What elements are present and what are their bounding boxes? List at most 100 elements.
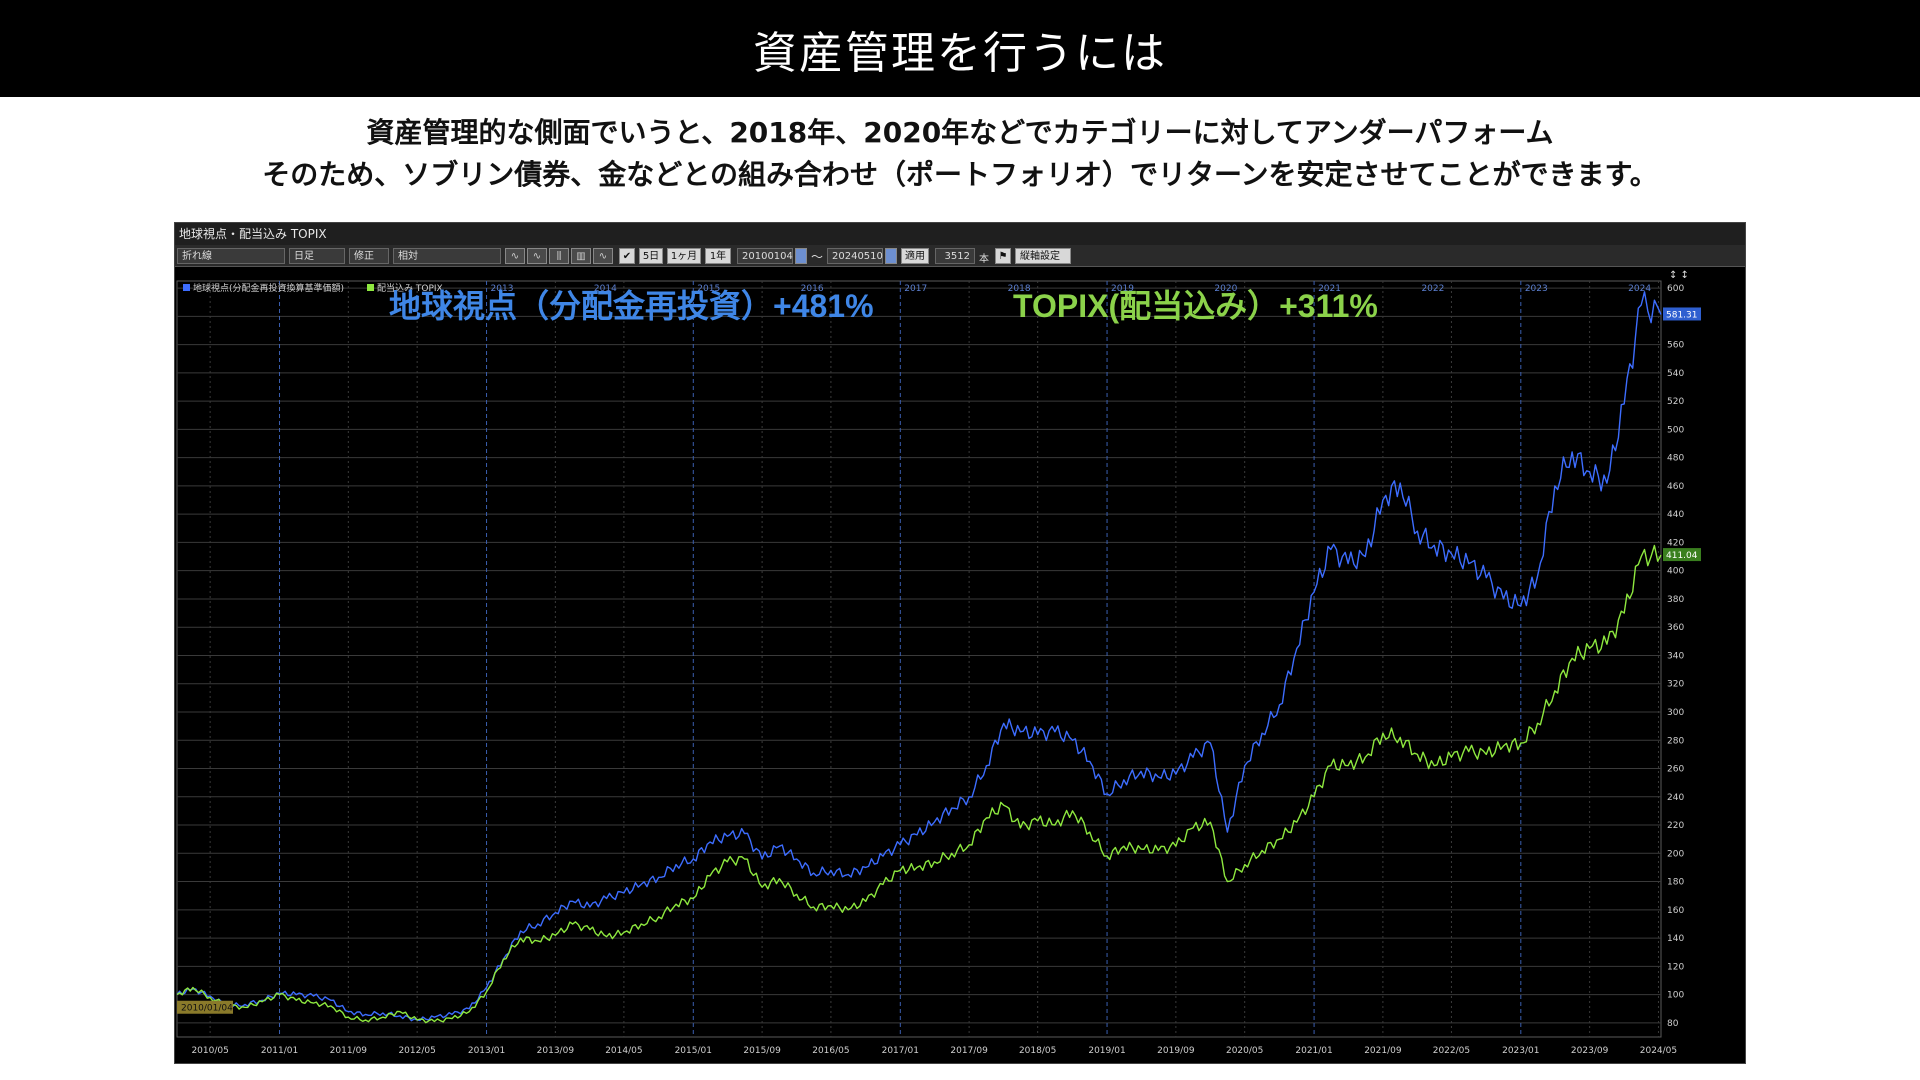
fund-return-annotation: 地球視点（分配金再投資）+481% bbox=[389, 288, 874, 324]
chart-style-select[interactable]: 折れ線 bbox=[177, 248, 285, 264]
bar-count-field[interactable]: 3512 bbox=[935, 248, 975, 264]
candlestick-icon[interactable]: ⫼ bbox=[549, 248, 569, 264]
year-tick-label: 2023 bbox=[1525, 284, 1548, 294]
y-tick-label: 200 bbox=[1667, 849, 1684, 859]
year-tick-label: 2024 bbox=[1628, 284, 1651, 294]
year-tick-label: 2016 bbox=[801, 284, 824, 294]
preset-1m-button[interactable]: 1ヶ月 bbox=[667, 248, 701, 264]
x-tick-label: 2012/05 bbox=[398, 1046, 435, 1056]
x-tick-label: 2011/01 bbox=[261, 1046, 298, 1056]
y-tick-label: 260 bbox=[1667, 765, 1684, 775]
fund-series-line bbox=[176, 291, 1662, 1022]
y-tick-label: 100 bbox=[1667, 991, 1684, 1001]
line-chart-alt-icon[interactable]: ∿ bbox=[527, 248, 547, 264]
x-tick-label: 2021/01 bbox=[1295, 1046, 1332, 1056]
year-tick-label: 2019 bbox=[1111, 284, 1134, 294]
apply-button[interactable]: 適用 bbox=[901, 248, 929, 264]
slide-title: 資産管理を行うには bbox=[0, 0, 1920, 97]
y-tick-label: 560 bbox=[1667, 341, 1684, 351]
y-tick-label: 240 bbox=[1667, 793, 1684, 803]
chart-toolbar: 折れ線 日足 修正 相対 ∿ ∿ ⫼ ▥ ∿ ✔ 5日 1ヶ月 1年 20100… bbox=[175, 245, 1745, 267]
preset-1y-button[interactable]: 1年 bbox=[705, 248, 731, 264]
y-tick-label: 280 bbox=[1667, 736, 1684, 746]
x-tick-label: 2018/05 bbox=[1019, 1046, 1056, 1056]
year-tick-label: 2021 bbox=[1318, 284, 1341, 294]
start-date-marker-text: 2010/01/04 bbox=[181, 1004, 233, 1014]
y-tick-label: 120 bbox=[1667, 962, 1684, 972]
start-date-marker-box bbox=[177, 1000, 233, 1014]
scale-select[interactable]: 相対 bbox=[393, 248, 501, 264]
x-tick-label: 2023/01 bbox=[1502, 1046, 1539, 1056]
x-tick-label: 2019/01 bbox=[1088, 1046, 1125, 1056]
x-tick-label: 2015/09 bbox=[743, 1046, 781, 1056]
date-range-tilde: 〜 bbox=[811, 250, 824, 264]
y-tick-label: 400 bbox=[1667, 567, 1684, 577]
topix-last-value-tag: 411.04 bbox=[1663, 548, 1701, 562]
y-tick-label: 220 bbox=[1667, 821, 1684, 831]
description-line-2: そのため、ソブリン債券、金などとの組み合わせ（ポートフォリオ）でリターンを安定さ… bbox=[262, 158, 1658, 191]
end-date-field[interactable]: 20240510 bbox=[827, 248, 883, 264]
y-tick-label: 160 bbox=[1667, 906, 1684, 916]
x-tick-label: 2013/09 bbox=[537, 1046, 575, 1056]
bar-unit-label: 本 bbox=[979, 254, 989, 265]
y-tick-label: 380 bbox=[1667, 595, 1684, 605]
description-line-1: 資産管理的な側面でいうと、2018年、2020年などでカテゴリーに対してアンダー… bbox=[366, 116, 1554, 149]
start-date-marker: 2010/01/04 bbox=[177, 1000, 233, 1014]
fund-last-value-text: 581.31 bbox=[1666, 310, 1698, 320]
x-tick-label: 2014/05 bbox=[605, 1046, 642, 1056]
y-tick-label: 180 bbox=[1667, 878, 1684, 888]
year-tick-label: 2015 bbox=[697, 284, 720, 294]
axis-settings-button[interactable]: 縦軸設定 bbox=[1015, 248, 1071, 264]
x-tick-label: 2020/05 bbox=[1226, 1046, 1263, 1056]
y-tick-label: 540 bbox=[1667, 369, 1684, 379]
y-tick-label: 320 bbox=[1667, 680, 1684, 690]
y-tick-label: 480 bbox=[1667, 454, 1684, 464]
y-tick-label: 520 bbox=[1667, 397, 1684, 407]
line-chart-icon[interactable]: ∿ bbox=[505, 248, 525, 264]
y-tick-label: 300 bbox=[1667, 708, 1684, 718]
start-calendar-icon[interactable] bbox=[795, 248, 807, 264]
period-type-select[interactable]: 日足 bbox=[289, 248, 345, 264]
preset-5d-button[interactable]: 5日 bbox=[639, 248, 663, 264]
chart-window: 地球視点・配当込み TOPIX 折れ線 日足 修正 相対 ∿ ∿ ⫼ ▥ ∿ ✔… bbox=[174, 222, 1746, 1064]
x-tick-label: 2010/05 bbox=[191, 1046, 228, 1056]
slide-description: 資産管理的な側面でいうと、2018年、2020年などでカテゴリーに対してアンダー… bbox=[0, 112, 1920, 196]
y-tick-label: 360 bbox=[1667, 623, 1684, 633]
legend-label: 配当込み TOPIX bbox=[377, 282, 443, 294]
y-tick-label: 600 bbox=[1667, 284, 1684, 294]
y-tick-label: 80 bbox=[1667, 1019, 1679, 1029]
end-calendar-icon[interactable] bbox=[885, 248, 897, 264]
chart-window-title: 地球視点・配当込み TOPIX bbox=[175, 223, 1745, 245]
plot-background bbox=[175, 267, 1745, 1063]
x-tick-label: 2013/01 bbox=[468, 1046, 505, 1056]
x-tick-label: 2015/01 bbox=[675, 1046, 712, 1056]
year-tick-label: 2017 bbox=[904, 284, 927, 294]
y-tick-label: 440 bbox=[1667, 510, 1684, 520]
fund-last-value-box bbox=[1663, 307, 1701, 321]
year-tick-label: 2020 bbox=[1214, 284, 1237, 294]
topix-last-value-text: 411.04 bbox=[1666, 551, 1698, 561]
flag-icon[interactable]: ⚑ bbox=[995, 248, 1011, 264]
y-tick-label: 460 bbox=[1667, 482, 1684, 492]
plot-frame bbox=[176, 280, 1662, 1038]
x-tick-label: 2017/01 bbox=[882, 1046, 919, 1056]
x-tick-label: 2019/09 bbox=[1157, 1046, 1195, 1056]
x-tick-label: 2017/09 bbox=[950, 1046, 988, 1056]
fund-last-value-tag: 581.31 bbox=[1663, 307, 1701, 321]
year-tick-label: 2014 bbox=[594, 284, 617, 294]
year-tick-label: 2022 bbox=[1421, 284, 1444, 294]
y-tick-label: 340 bbox=[1667, 651, 1684, 661]
y-tick-label: 420 bbox=[1667, 538, 1684, 548]
topix-last-value-box bbox=[1663, 548, 1701, 562]
start-date-field[interactable]: 20100104 bbox=[737, 248, 793, 264]
y-tick-label: 500 bbox=[1667, 425, 1684, 435]
x-tick-label: 2011/09 bbox=[330, 1046, 368, 1056]
checkbox-icon[interactable]: ✔ bbox=[619, 248, 635, 264]
topix-series-line bbox=[176, 544, 1662, 1024]
legend-swatch bbox=[367, 284, 374, 291]
topix-return-annotation: TOPIX(配当込み）+311% bbox=[1013, 288, 1378, 324]
compare-chart-icon[interactable]: ∿ bbox=[593, 248, 613, 264]
legend-swatch bbox=[183, 284, 190, 291]
bar-chart-icon[interactable]: ▥ bbox=[571, 248, 591, 264]
adjust-select[interactable]: 修正 bbox=[349, 248, 389, 264]
